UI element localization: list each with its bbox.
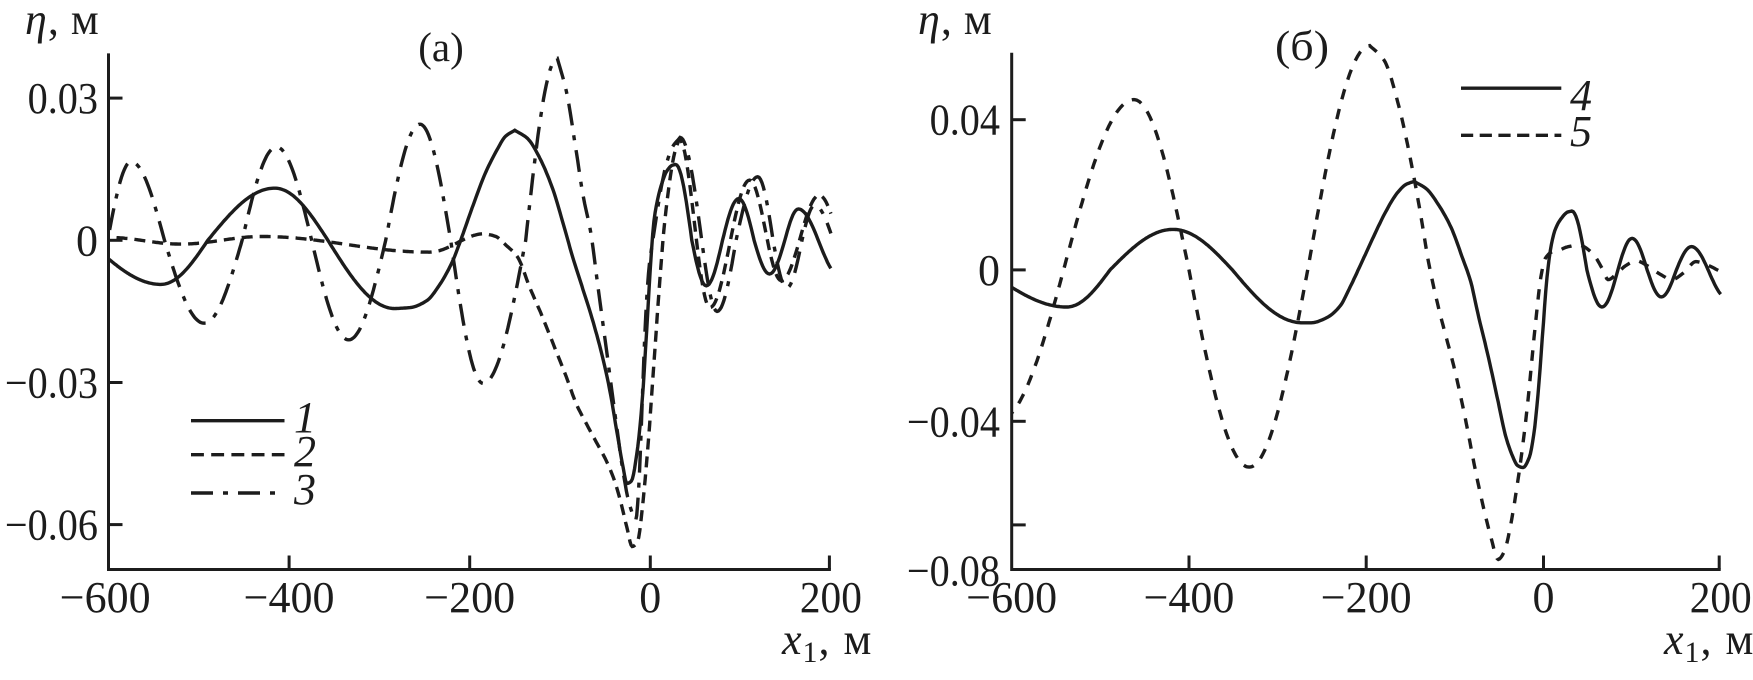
svg-text:0: 0 [639,573,661,622]
svg-text:−600: −600 [966,573,1057,622]
svg-text:3: 3 [293,465,316,514]
svg-text:−0.03: −0.03 [5,359,98,408]
svg-text:−0.06: −0.06 [5,501,98,550]
svg-text:0: 0 [1533,573,1555,622]
svg-text:−600: −600 [60,573,151,622]
svg-text:(а): (а) [418,24,464,70]
svg-text:200: 200 [1690,573,1752,622]
svg-text:η,м: η, м [25,0,99,44]
svg-text:−200: −200 [424,573,515,622]
svg-text:−400: −400 [244,573,335,622]
svg-text:−0.08: −0.08 [907,547,1000,596]
svg-text:−0.04: −0.04 [907,397,1000,446]
svg-text:−400: −400 [1144,573,1235,622]
svg-text:(б): (б) [1275,24,1329,70]
svg-text:0.04: 0.04 [930,96,1000,145]
svg-text:2: 2 [294,427,316,476]
svg-text:200: 200 [800,573,862,622]
svg-text:1: 1 [294,393,316,442]
svg-text:0: 0 [76,216,98,265]
svg-text:4: 4 [1570,71,1592,120]
svg-text:x1,м: x1, м [781,615,871,669]
svg-text:−200: −200 [1321,573,1412,622]
svg-text:0: 0 [978,246,1000,295]
svg-text:η,м: η, м [918,0,992,44]
svg-text:x1,м: x1, м [1663,615,1753,669]
svg-text:0.03: 0.03 [28,74,98,123]
svg-text:5: 5 [1570,107,1592,156]
